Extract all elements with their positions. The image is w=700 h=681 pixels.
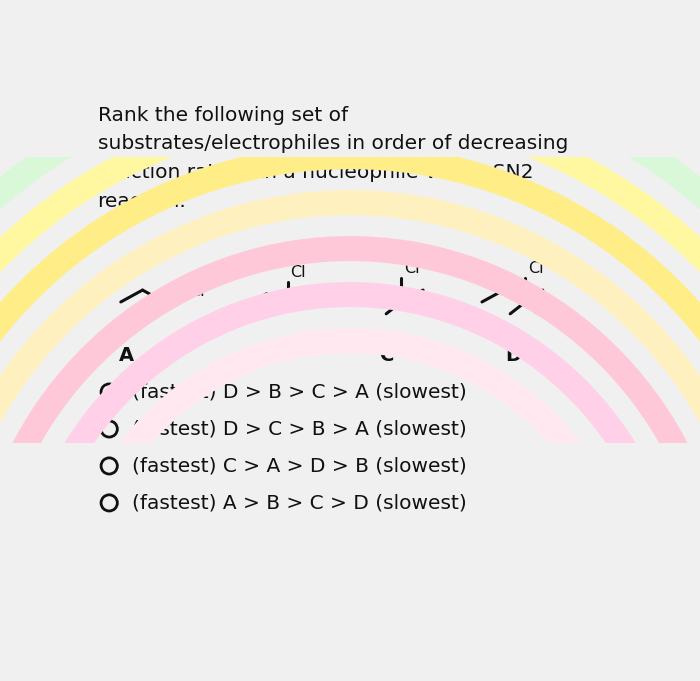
Text: Rank the following set of: Rank the following set of [97,106,348,125]
Text: (fastest) D > C > B > A (slowest): (fastest) D > C > B > A (slowest) [132,419,467,439]
Text: A: A [119,346,134,365]
Text: Cl: Cl [528,261,543,276]
Text: reaction.: reaction. [97,192,186,211]
Text: Cl: Cl [404,261,419,276]
Text: (fastest) A > B > C > D (slowest): (fastest) A > B > C > D (slowest) [132,494,467,512]
Text: substrates/electrophiles in order of decreasing: substrates/electrophiles in order of dec… [97,134,568,153]
Text: Cl: Cl [189,284,204,299]
Text: C: C [380,346,395,365]
Text: (fastest) C > A > D > B (slowest): (fastest) C > A > D > B (slowest) [132,456,467,475]
Text: D: D [505,346,522,365]
Text: Cl: Cl [290,265,306,280]
Text: (fastest) D > B > C > A (slowest): (fastest) D > B > C > A (slowest) [132,383,467,402]
Text: reaction rate with a nucleophile via an SN2: reaction rate with a nucleophile via an … [97,163,533,183]
Text: B: B [266,346,281,365]
